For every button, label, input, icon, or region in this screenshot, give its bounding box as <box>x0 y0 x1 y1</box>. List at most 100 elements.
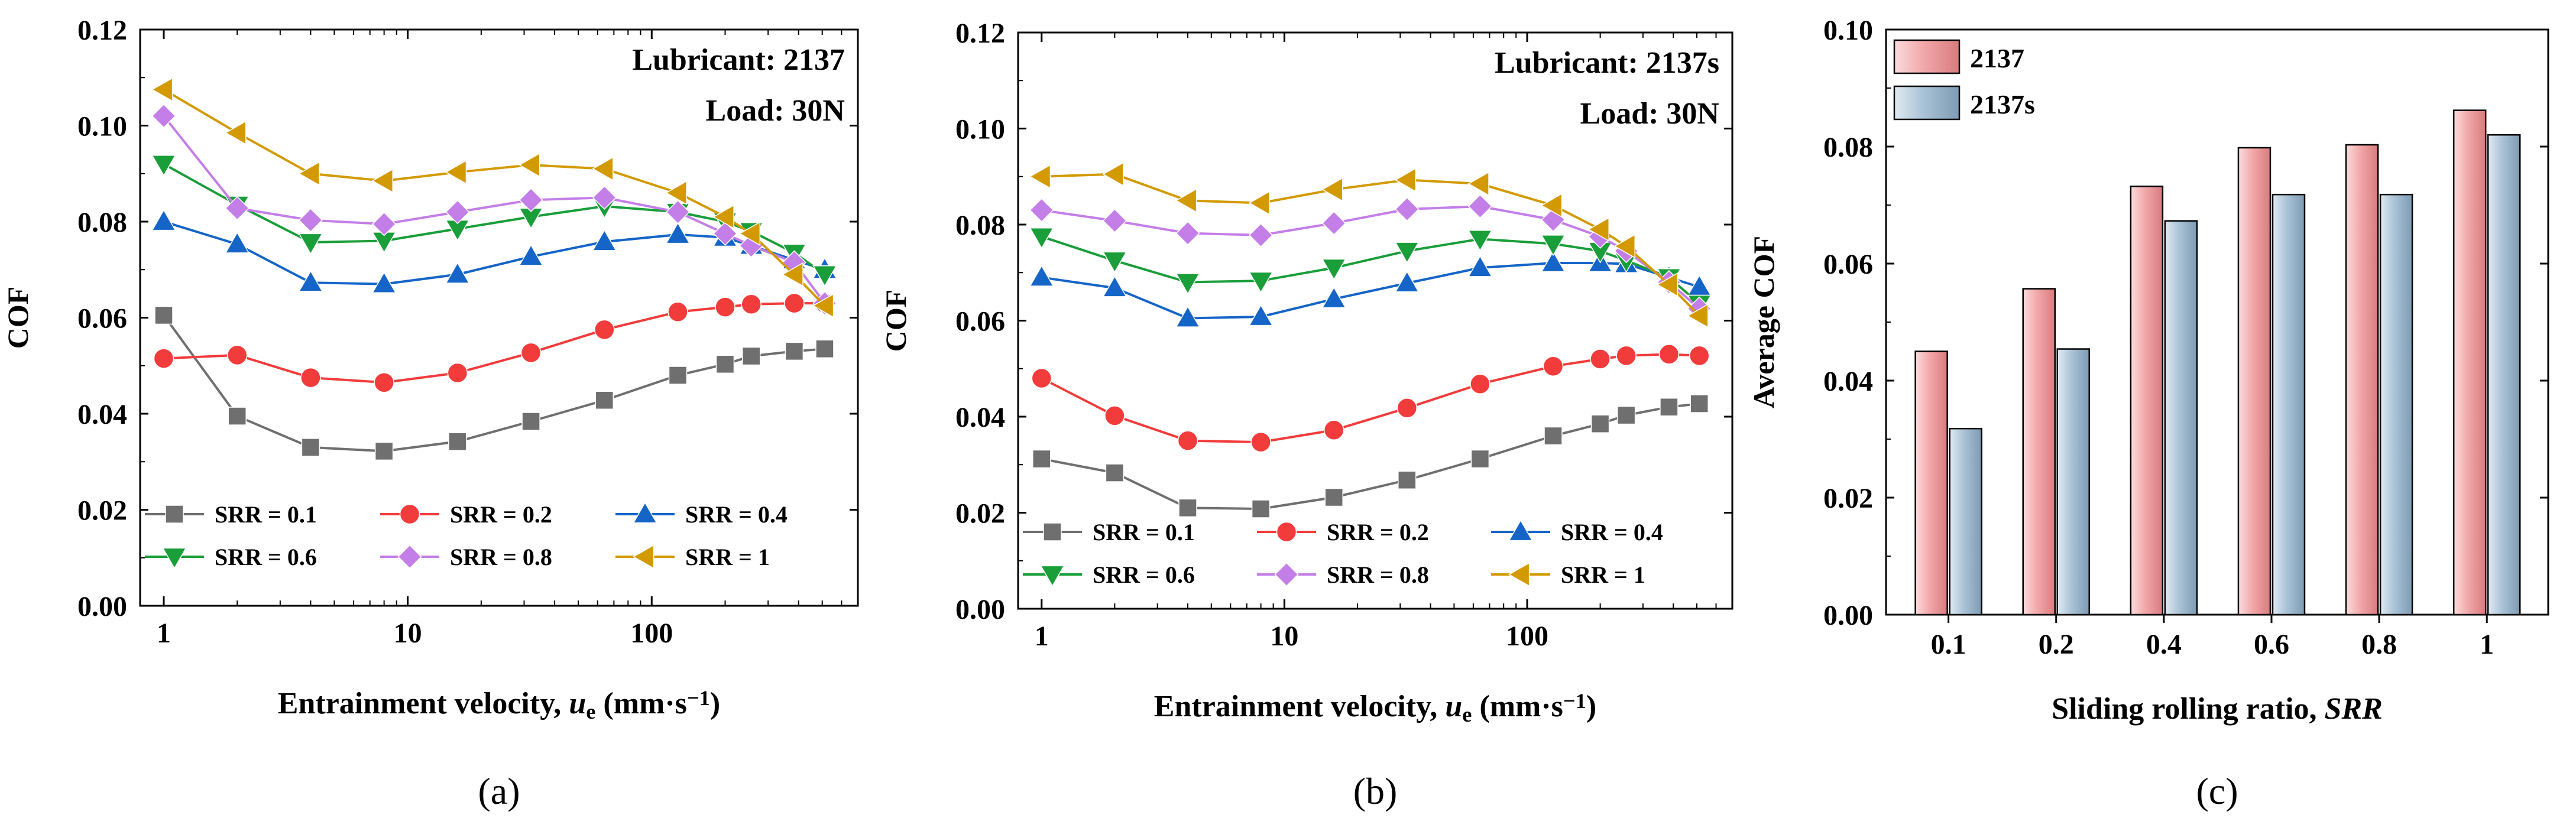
data-point <box>445 262 470 284</box>
bar <box>2452 109 2487 616</box>
data-point <box>371 271 397 293</box>
y-axis-title: COF <box>1 287 34 349</box>
data-point <box>1398 470 1417 489</box>
data-point <box>1467 230 1493 252</box>
data-point <box>665 200 691 225</box>
data-point <box>1177 430 1198 451</box>
legend-label: SRR = 0.4 <box>1561 519 1663 545</box>
legend-label: SRR = 0.1 <box>215 501 317 528</box>
data-point <box>665 180 687 206</box>
data-point <box>1323 420 1344 440</box>
y-tick-label: 0.00 <box>955 594 1005 625</box>
y-tick-label: 0.00 <box>77 591 127 622</box>
data-point <box>1321 286 1347 309</box>
x-axis-title-part: Entrainment velocity, <box>278 687 569 720</box>
data-point <box>592 185 617 210</box>
data-point <box>1467 194 1492 219</box>
y-tick-label: 0.12 <box>77 15 127 46</box>
data-point <box>1613 233 1635 259</box>
x-axis-title-part: ) <box>710 687 720 720</box>
x-tick-label: 1 <box>157 618 171 649</box>
data-point <box>520 342 542 363</box>
data-point <box>447 362 468 384</box>
series-line <box>163 314 825 453</box>
x-axis-title: Entrainment velocity, ue (mm·s−1) <box>278 686 720 723</box>
data-point <box>1660 398 1679 417</box>
legend-swatch-marker <box>165 505 184 524</box>
x-axis-title-part: u <box>569 687 586 720</box>
legend-swatch-marker <box>1040 565 1065 587</box>
data-point <box>1394 167 1417 193</box>
data-point <box>1249 223 1274 248</box>
data-point <box>1104 405 1125 426</box>
data-point <box>782 262 803 287</box>
x-tick-label: 0.8 <box>2361 629 2397 660</box>
data-point <box>1467 171 1489 196</box>
y-tick-label: 0.12 <box>955 18 1005 49</box>
bar <box>2022 288 2056 616</box>
y-tick-label: 0.02 <box>955 498 1005 530</box>
legend-label: 2137 <box>1970 43 2024 73</box>
data-point <box>1656 272 1679 297</box>
x-tick-label: 100 <box>630 618 673 649</box>
data-point <box>225 232 250 254</box>
y-tick-label: 0.06 <box>1823 249 1873 280</box>
legend-swatch-marker <box>1043 522 1062 541</box>
data-point <box>1248 271 1274 294</box>
data-point <box>151 155 176 177</box>
legend-label: SRR = 0.8 <box>1327 561 1429 588</box>
legend-label: SRR = 0.8 <box>450 544 552 570</box>
data-point <box>154 306 173 325</box>
chart-panel-b: 0.00 0.02 0.04 0.06 0.08 0.10 0.12 1 10 100 SRR = … <box>879 18 1733 812</box>
data-point <box>445 160 467 185</box>
legend-label: SRR = 0.1 <box>1093 519 1195 545</box>
panel-label: (b) <box>1353 770 1398 812</box>
bar <box>2164 220 2198 616</box>
data-point <box>1248 190 1270 216</box>
bar <box>2130 186 2164 616</box>
data-point <box>1175 188 1197 213</box>
data-point <box>1175 221 1200 246</box>
annotation-text: Load: 30N <box>706 94 845 128</box>
data-point <box>812 293 834 318</box>
x-axis-title-part: −1 <box>687 686 710 710</box>
data-point <box>1467 255 1493 277</box>
data-point <box>1102 161 1124 187</box>
legend-swatch-marker <box>397 544 422 569</box>
data-point <box>1395 271 1420 293</box>
data-point <box>1541 193 1563 218</box>
data-point <box>1587 217 1609 242</box>
bar <box>2345 144 2379 616</box>
data-point <box>1541 250 1566 272</box>
data-point <box>668 366 688 385</box>
y-tick-label: 0.04 <box>1823 366 1873 397</box>
data-point <box>1250 431 1271 453</box>
data-point <box>374 441 394 461</box>
bar <box>2379 193 2413 616</box>
data-point <box>298 233 323 255</box>
data-point <box>784 293 805 314</box>
annotation-text: Lubricant: 2137s <box>1495 46 1719 80</box>
data-point <box>812 265 837 287</box>
data-point <box>1616 405 1636 425</box>
data-point <box>1321 258 1347 281</box>
data-point <box>741 346 761 366</box>
annotation-text: Load: 30N <box>1580 97 1719 131</box>
data-point <box>1544 426 1563 446</box>
y-tick-label: 0.08 <box>77 207 127 238</box>
x-axis-title-part: e <box>586 700 595 723</box>
data-point <box>225 196 250 220</box>
data-point <box>1029 164 1051 189</box>
data-point <box>785 342 804 361</box>
data-point <box>151 103 176 128</box>
x-tick-label: 1 <box>1035 621 1049 652</box>
data-point <box>1470 374 1490 394</box>
x-tick-label: 0.4 <box>2146 629 2182 660</box>
y-tick-label: 0.00 <box>1823 600 1873 631</box>
data-point <box>1248 304 1274 326</box>
data-point <box>715 297 735 317</box>
x-axis-title-part: Sliding rolling ratio, <box>2052 692 2324 726</box>
legend-swatch-marker <box>1508 519 1533 541</box>
bar <box>2487 134 2521 616</box>
data-point <box>371 168 394 193</box>
